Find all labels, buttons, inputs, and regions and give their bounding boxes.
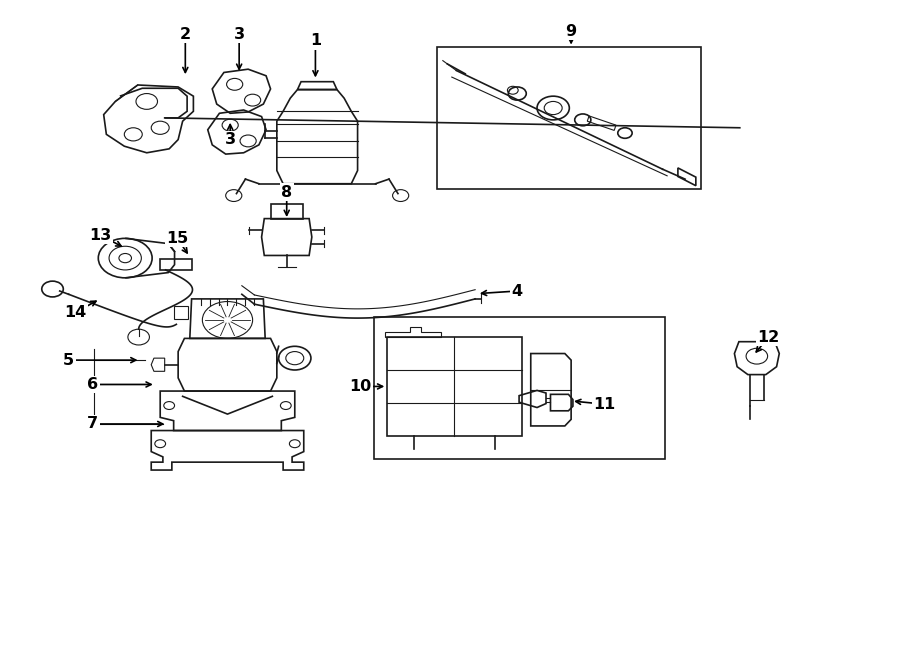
Text: 11: 11 — [593, 397, 616, 412]
Text: 7: 7 — [87, 416, 98, 432]
Text: 8: 8 — [281, 185, 292, 200]
Text: 1: 1 — [310, 34, 321, 48]
Text: 12: 12 — [758, 330, 779, 344]
Text: 5: 5 — [63, 352, 74, 368]
Text: 10: 10 — [349, 379, 372, 394]
Text: 14: 14 — [64, 305, 86, 320]
Text: 3: 3 — [225, 132, 236, 147]
Text: 15: 15 — [166, 231, 188, 246]
Text: 13: 13 — [89, 227, 112, 243]
Text: 2: 2 — [180, 27, 191, 42]
Text: 9: 9 — [565, 24, 577, 38]
Text: 6: 6 — [87, 377, 98, 392]
Text: 4: 4 — [512, 284, 523, 299]
Text: 3: 3 — [234, 27, 245, 42]
